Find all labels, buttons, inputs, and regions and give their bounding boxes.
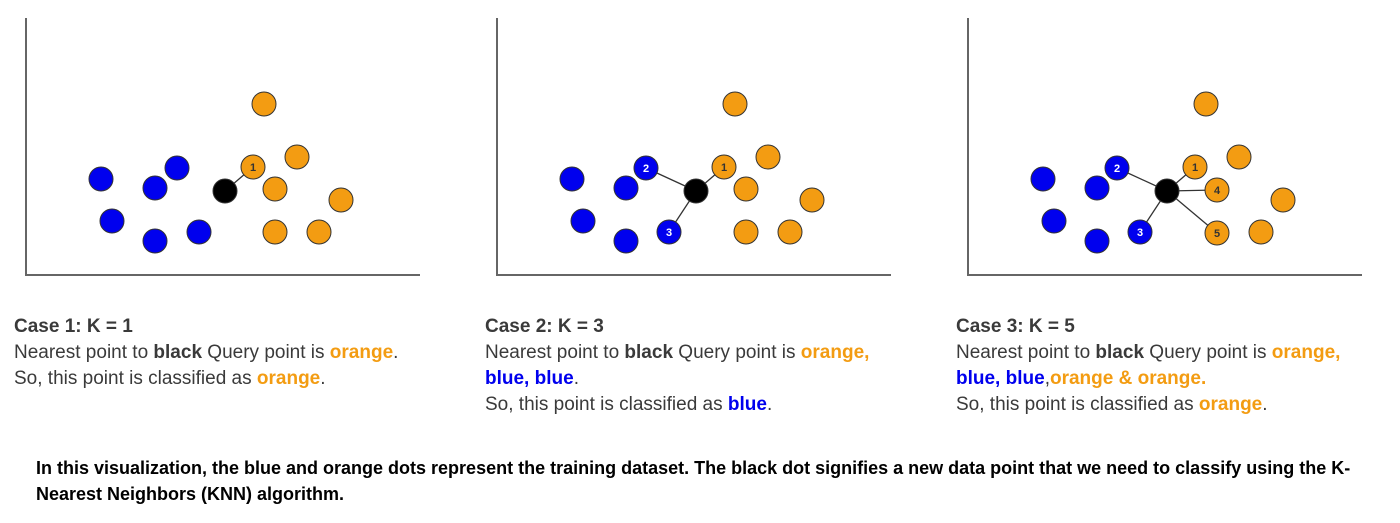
- orange-training-point: [777, 219, 803, 245]
- orange-training-point: [1193, 91, 1219, 117]
- orange-training-point: [328, 187, 354, 213]
- plot-axes: [967, 18, 1362, 276]
- neighbor-point-4: [1204, 177, 1230, 203]
- caption-line-2: So, this point is classified as orange.: [956, 394, 1268, 415]
- caption-case-3: Case 3: K = 5 Nearest point to black Que…: [956, 314, 1396, 418]
- blue-training-point: [1030, 166, 1056, 192]
- case-title: Case 3: K = 5: [956, 316, 1075, 337]
- neighbor-label-1: 1: [721, 162, 727, 174]
- orange-training-point: [251, 91, 277, 117]
- caption-line-1: Nearest point to black Query point is or…: [956, 342, 1341, 363]
- footer-description: In this visualization, the blue and oran…: [36, 458, 1351, 504]
- neighbor-label-3: 3: [666, 227, 672, 239]
- blue-training-point: [613, 175, 639, 201]
- neighbor-label-2: 2: [1114, 163, 1120, 175]
- scatter-plot-case-2: 1 2 3: [496, 18, 891, 276]
- caption-line-1: Nearest point to black Query point is or…: [14, 342, 399, 363]
- orange-training-point: [1248, 219, 1274, 245]
- blue-training-point: [186, 219, 212, 245]
- neighbor-point-3: [656, 219, 682, 245]
- panel-case-3: 1 2 3 4 5: [942, 0, 1400, 300]
- caption-case-2: Case 2: K = 3 Nearest point to black Que…: [485, 314, 935, 418]
- orange-training-point: [755, 144, 781, 170]
- blue-training-point: [1084, 228, 1110, 254]
- blue-training-point: [142, 175, 168, 201]
- plot-axes: [496, 18, 891, 276]
- plot-axes: [25, 18, 420, 276]
- caption-line-2: So, this point is classified as orange.: [14, 368, 326, 389]
- blue-training-point: [1041, 208, 1067, 234]
- caption-line-1b: blue, blue,orange & orange.: [956, 368, 1207, 389]
- neighbor-point-2: [633, 155, 659, 181]
- blue-training-point: [570, 208, 596, 234]
- orange-training-point: [284, 144, 310, 170]
- orange-training-point: [262, 176, 288, 202]
- blue-training-point: [1084, 175, 1110, 201]
- caption-line-2: So, this point is classified as blue.: [485, 394, 773, 415]
- neighbor-point-1: [1182, 154, 1208, 180]
- orange-training-point: [722, 91, 748, 117]
- neighbor-label-2: 2: [643, 163, 649, 175]
- blue-training-point: [88, 166, 114, 192]
- query-point: [1154, 178, 1180, 204]
- neighbor-label-1: 1: [1192, 162, 1198, 174]
- neighbor-label-1: 1: [250, 162, 256, 174]
- neighbor-label-3: 3: [1137, 227, 1143, 239]
- orange-training-point: [306, 219, 332, 245]
- orange-training-point: [262, 219, 288, 245]
- orange-training-point: [733, 176, 759, 202]
- scatter-plot-case-1: 1: [25, 18, 420, 276]
- orange-training-point: [733, 219, 759, 245]
- neighbor-label-5: 5: [1214, 228, 1220, 240]
- blue-training-point: [613, 228, 639, 254]
- blue-training-point: [99, 208, 125, 234]
- blue-training-point: [559, 166, 585, 192]
- case-title: Case 1: K = 1: [14, 316, 133, 337]
- neighbor-label-4: 4: [1214, 185, 1221, 197]
- orange-training-point: [1226, 144, 1252, 170]
- orange-training-point: [799, 187, 825, 213]
- blue-training-point: [164, 155, 190, 181]
- neighbor-point-3: [1127, 219, 1153, 245]
- neighbor-point-5: [1204, 220, 1230, 246]
- scatter-plot-case-3: 1 2 3 4 5: [967, 18, 1362, 276]
- caption-case-1: Case 1: K = 1 Nearest point to black Que…: [14, 314, 464, 392]
- query-point: [683, 178, 709, 204]
- blue-training-point: [142, 228, 168, 254]
- orange-training-point: [1270, 187, 1296, 213]
- caption-line-1: Nearest point to black Query point is or…: [485, 342, 870, 363]
- case-title: Case 2: K = 3: [485, 316, 604, 337]
- neighbor-point-1: [711, 154, 737, 180]
- panel-case-1: 1: [0, 0, 460, 300]
- panel-case-2: 1 2 3: [471, 0, 931, 300]
- query-point: [212, 178, 238, 204]
- caption-line-1b: blue, blue.: [485, 368, 579, 389]
- neighbor-point-2: [1104, 155, 1130, 181]
- neighbor-point-1: [240, 154, 266, 180]
